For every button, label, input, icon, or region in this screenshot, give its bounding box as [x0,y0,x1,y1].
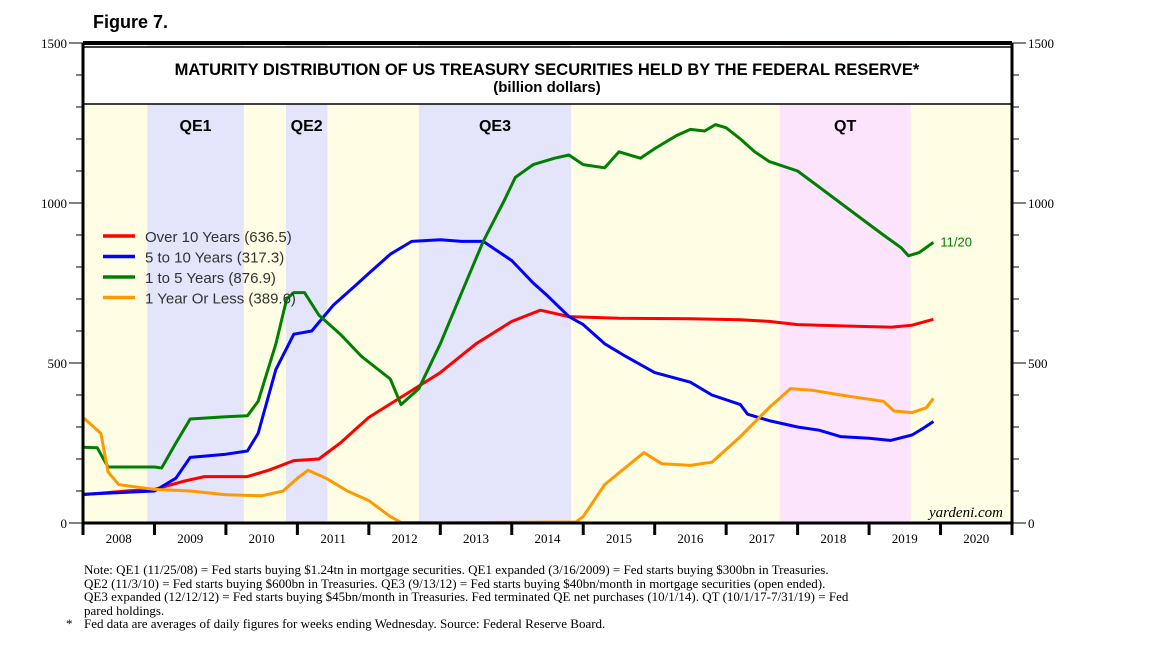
chart-title: MATURITY DISTRIBUTION OF US TREASURY SEC… [175,61,920,79]
legend-label-2: 1 to 5 Years (876.9) [145,270,276,287]
shaded-periods: QE1 QE2 QE3 QT [147,43,911,523]
series-line-2 [82,123,935,470]
footnote-marker: * [66,616,73,631]
series-line-0 [82,308,934,497]
note-line-1: Note: QE1 (11/25/08) = Fed starts buying… [84,562,829,577]
footnote: Fed data are averages of daily figures f… [84,616,606,631]
note-line-3: QE3 expanded (12/12/12) = Fed starts buy… [84,589,849,604]
x-tick-label: 2020 [963,531,989,546]
x-tick-label: 2013 [463,531,489,546]
legend-label-3: 1 Year Or Less (389.6) [145,291,296,308]
series-line-1 [82,238,935,496]
source-label: yardeni.com [927,505,1003,521]
chart-subtitle: (billion dollars) [493,79,601,96]
x-tick-label: 2008 [106,531,132,546]
y-tick-label-right: 1000 [1028,196,1054,211]
shaded-period-qe2 [285,43,328,523]
legend-label-1: 5 to 10 Years (317.3) [145,250,284,267]
period-label-qe2: QE2 [291,118,323,135]
y-tick-label-right: 500 [1028,356,1048,371]
y-tick-label-right: 1500 [1028,36,1054,51]
x-tick-label: 2015 [606,531,632,546]
x-tick-label: 2017 [749,531,776,546]
shaded-period-qt [779,43,911,523]
x-tick-label: 2009 [177,531,203,546]
figure-label: Figure 7. [93,12,169,32]
y-tick-label-left: 500 [48,356,68,371]
legend: Over 10 Years (636.5) 5 to 10 Years (317.… [103,229,296,308]
x-tick-label: 2010 [249,531,275,546]
legend-label-0: Over 10 Years (636.5) [145,229,292,246]
shaded-period-qe3 [418,43,572,523]
y-tick-label-left: 1000 [41,196,67,211]
x-tick-label: 2019 [892,531,918,546]
end-annotation: 11/20 [940,234,972,249]
shaded-period-qe1 [147,43,244,523]
period-label-qe1: QE1 [180,118,212,135]
note-line-4: pared holdings. [84,602,165,618]
x-tick-label: 2016 [677,531,704,546]
period-label-qe3: QE3 [479,118,511,135]
title-box: MATURITY DISTRIBUTION OF US TREASURY SEC… [82,46,1013,105]
y-tick-label-right: 0 [1028,516,1035,531]
x-tick-label: 2012 [392,531,418,546]
y-tick-label-left: 0 [61,516,68,531]
note-line-2: QE2 (11/3/10) = Fed starts buying $600bn… [84,575,826,591]
period-label-qt: QT [834,118,856,135]
y-tick-label-left: 1500 [41,36,67,51]
axes: 0 0 500 500 1000 1000 1500 1500 2008 2009 2010 2011… [41,36,1054,546]
notes: Note: QE1 (11/25/08) = Fed starts buying… [66,562,1024,631]
x-tick-label: 2011 [320,531,346,546]
x-tick-label: 2018 [820,531,846,546]
x-tick-label: 2014 [535,531,562,546]
